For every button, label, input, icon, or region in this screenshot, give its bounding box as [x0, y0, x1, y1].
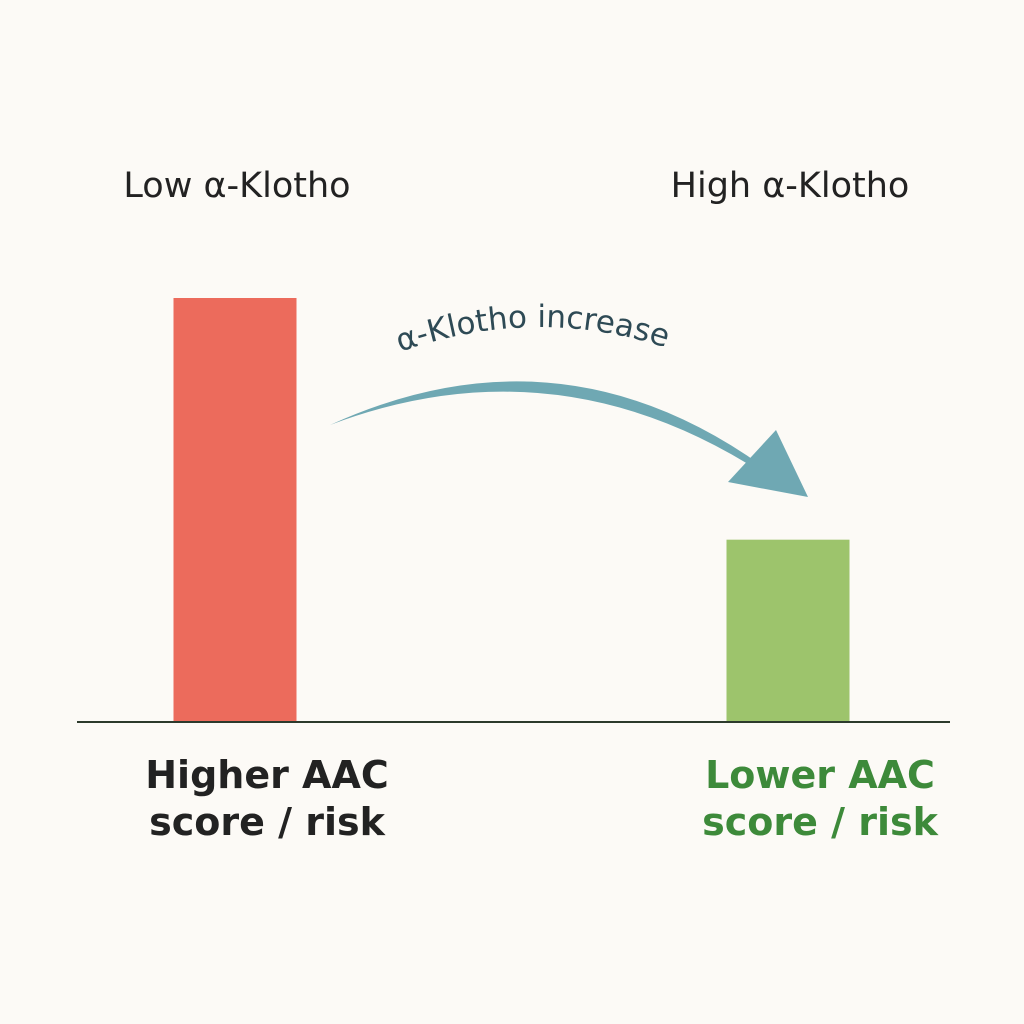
bar	[173, 298, 297, 722]
outcome-label: Lower AAC	[705, 753, 935, 797]
outcome-label: score / risk	[149, 800, 385, 844]
outcome-label: Higher AAC	[145, 753, 389, 797]
arrow-head	[728, 430, 808, 497]
bar	[726, 539, 850, 722]
outcome-label: score / risk	[702, 800, 938, 844]
category-label: High α-Klotho	[671, 166, 910, 206]
category-label: Low α-Klotho	[123, 166, 350, 206]
